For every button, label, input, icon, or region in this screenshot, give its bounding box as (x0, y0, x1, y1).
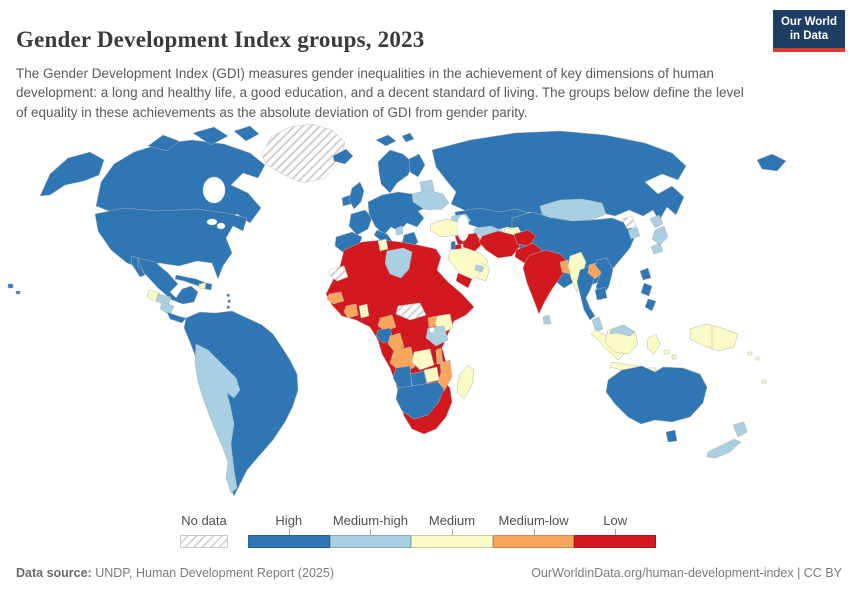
country-sri-lanka[interactable] (542, 314, 552, 325)
country-costa-rica-panama[interactable] (166, 311, 187, 324)
data-source: Data source: UNDP, Human Development Rep… (16, 566, 334, 580)
country-mongolia[interactable] (539, 198, 607, 222)
legend-swatch-medium_high[interactable] (329, 535, 412, 548)
country-chukotka[interactable] (756, 153, 787, 172)
legend-swatch-no-data[interactable] (180, 535, 228, 548)
lake-victoria (429, 327, 435, 333)
country-hawaii[interactable] (7, 283, 21, 295)
country-moluccas[interactable] (663, 349, 677, 360)
country-peru-bolivia-chile[interactable] (194, 343, 241, 494)
legend-label-medium_low: Medium-low (498, 513, 569, 528)
country-mexico[interactable] (130, 255, 199, 305)
great-lakes (206, 218, 218, 226)
country-scandinavia[interactable] (377, 149, 414, 194)
country-lesser-antilles[interactable] (226, 293, 231, 309)
great-lakes-2 (216, 222, 226, 230)
legend-label-no-data: No data (181, 513, 227, 528)
country-senegal[interactable] (326, 291, 345, 305)
caspian-sea (456, 214, 470, 242)
attribution-link[interactable]: OurWorldinData.org/human-development-ind… (531, 566, 842, 580)
country-western-sahara[interactable] (328, 265, 349, 282)
hudson-bay (202, 176, 226, 204)
country-iran[interactable] (478, 230, 521, 259)
country-gabon[interactable] (375, 327, 394, 344)
legend-swatch-high[interactable] (248, 535, 330, 548)
legend-tick-medium_low (533, 529, 535, 535)
data-source-label: Data source: (16, 566, 92, 580)
legend-label-high: High (275, 513, 303, 528)
country-south-africa[interactable] (395, 381, 445, 420)
country-cambodia[interactable] (594, 286, 608, 301)
country-turkey[interactable] (429, 218, 462, 238)
country-finland[interactable] (408, 153, 426, 178)
country-tunisia[interactable] (377, 238, 389, 252)
legend-tick-medium (452, 529, 453, 535)
country-france[interactable] (348, 209, 373, 236)
legend-swatch-medium_low[interactable] (492, 535, 575, 548)
country-australia[interactable] (605, 365, 708, 425)
country-new-zealand[interactable] (706, 421, 748, 459)
page-subtitle: The Gender Development Index (GDI) measu… (16, 65, 744, 120)
country-ghana[interactable] (358, 303, 370, 319)
legend-label-medium_high: Medium-high (332, 513, 408, 528)
country-malaysia-peninsula[interactable] (591, 316, 604, 333)
country-greenland[interactable] (261, 123, 346, 184)
legend-tick-medium_high (370, 529, 372, 535)
country-baltic-states[interactable] (419, 179, 435, 194)
page-title: Gender Development Index groups, 2023 (16, 27, 425, 53)
country-afghanistan[interactable] (513, 229, 537, 247)
data-source-value: UNDP, Human Development Report (2025) (91, 566, 334, 580)
country-ivory-coast[interactable] (343, 303, 359, 319)
country-cameroon[interactable] (377, 314, 397, 332)
legend-tick-low (615, 529, 617, 535)
country-south-america[interactable] (183, 310, 299, 497)
country-mozambique[interactable] (436, 359, 453, 392)
country-malaysia-borneo[interactable] (609, 324, 636, 337)
country-bosnia-albania[interactable] (395, 225, 404, 236)
owid-logo-line1: Our World (780, 16, 837, 28)
country-dominican-republic[interactable] (204, 282, 213, 291)
country-iraq[interactable] (462, 232, 483, 253)
country-libya[interactable] (384, 247, 413, 279)
legend-label-low: Low (603, 513, 628, 528)
legend-swatch-medium[interactable] (411, 535, 493, 548)
country-pacific-islands[interactable] (747, 351, 767, 384)
country-philippines[interactable] (639, 267, 657, 312)
country-iceland[interactable] (332, 148, 354, 165)
country-india[interactable] (522, 249, 569, 315)
country-yemen[interactable] (455, 272, 473, 289)
country-tasmania[interactable] (665, 429, 678, 443)
country-alaska[interactable] (39, 151, 105, 197)
country-zambia[interactable] (411, 348, 435, 371)
country-madagascar[interactable] (456, 364, 475, 400)
country-ukraine[interactable] (411, 189, 450, 212)
country-south-sudan[interactable] (395, 302, 427, 321)
country-usa[interactable] (94, 207, 248, 280)
legend-swatch-low[interactable] (574, 535, 656, 548)
country-svalbard[interactable] (375, 132, 415, 147)
country-nicaragua[interactable] (159, 301, 175, 316)
country-canada-arctic[interactable] (147, 125, 260, 152)
country-south-korea[interactable] (627, 226, 641, 240)
owid-logo-line2: in Data (789, 30, 829, 43)
map-legend: No data High Medium-high Medium Medium-low Lo… (0, 513, 850, 551)
legend-tick-high (288, 529, 290, 535)
country-zimbabwe[interactable] (423, 366, 440, 384)
country-uk[interactable] (348, 181, 365, 210)
legend-label-medium: Medium (428, 513, 476, 528)
country-sulawesi[interactable] (646, 333, 661, 355)
black-sea (424, 209, 450, 221)
country-north-korea[interactable] (621, 215, 637, 230)
world-map[interactable] (0, 122, 850, 510)
country-japan[interactable] (649, 214, 669, 255)
country-new-guinea[interactable] (689, 323, 739, 352)
country-uae[interactable] (474, 264, 485, 273)
owid-logo[interactable]: Our World in Data (772, 10, 845, 52)
